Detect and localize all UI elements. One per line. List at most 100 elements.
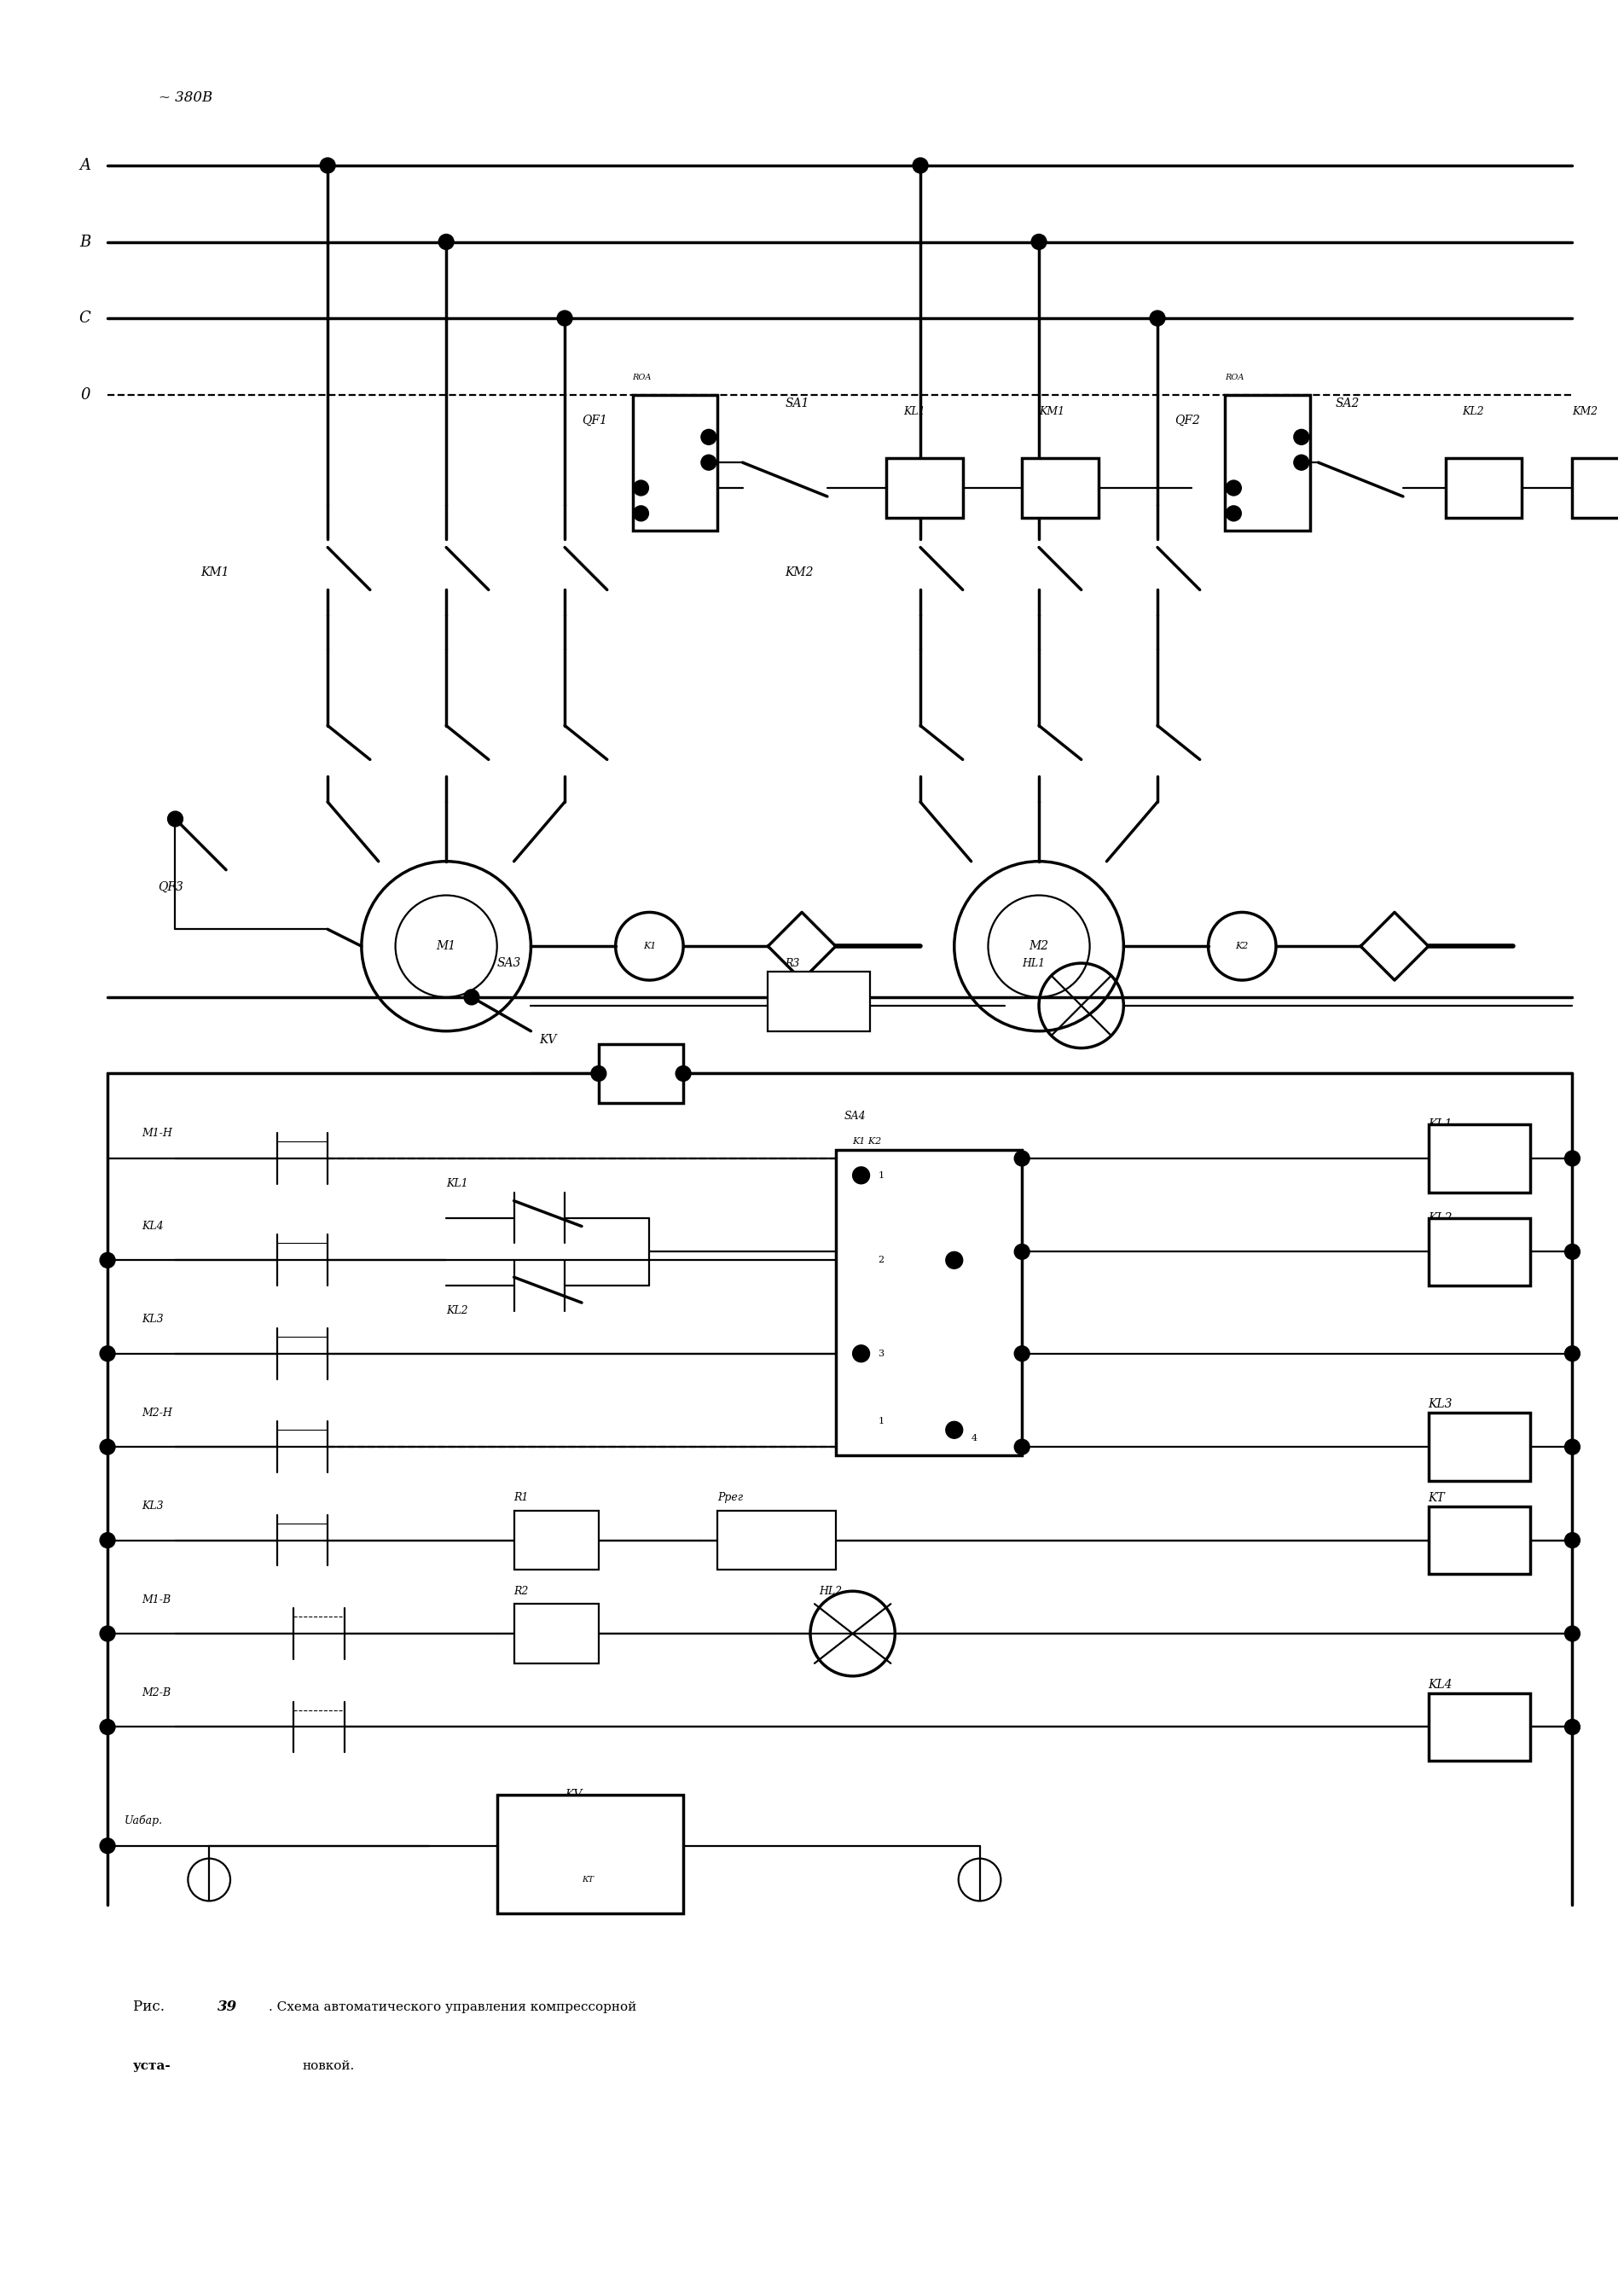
Bar: [1021, 459, 1098, 518]
Circle shape: [101, 1839, 115, 1853]
Bar: [497, 1795, 684, 1915]
Bar: [513, 1603, 599, 1662]
Text: 0: 0: [81, 388, 91, 401]
Circle shape: [101, 1626, 115, 1642]
Text: новкой.: новкой.: [302, 2061, 354, 2073]
Text: KL4: KL4: [141, 1220, 164, 1231]
Text: KL2: KL2: [1429, 1211, 1453, 1224]
Bar: [599, 1043, 684, 1103]
Circle shape: [1294, 429, 1309, 445]
Bar: [768, 972, 869, 1032]
Circle shape: [1031, 234, 1046, 250]
Text: KM1: KM1: [1039, 406, 1065, 417]
Text: Ррег: Ррег: [718, 1493, 742, 1504]
Text: KL1: KL1: [447, 1179, 468, 1190]
Circle shape: [1294, 454, 1309, 470]
Bar: [836, 1149, 1021, 1456]
Text: KL2: KL2: [447, 1305, 468, 1316]
Circle shape: [1226, 507, 1241, 521]
Text: КТ: КТ: [581, 1876, 594, 1883]
Text: SA3: SA3: [497, 956, 521, 970]
Text: B: B: [80, 234, 91, 250]
Circle shape: [101, 1532, 115, 1548]
Circle shape: [1226, 479, 1241, 495]
Circle shape: [1566, 1245, 1580, 1259]
Circle shape: [853, 1167, 869, 1183]
Circle shape: [438, 234, 453, 250]
Text: KL3: KL3: [141, 1502, 164, 1511]
Text: KM2: KM2: [1572, 406, 1598, 417]
Text: HL1: HL1: [1021, 958, 1046, 968]
Text: Рис.: Рис.: [133, 1999, 169, 2013]
Text: ~ 380В: ~ 380В: [158, 89, 213, 105]
Text: SA1: SA1: [784, 397, 809, 408]
Text: 1: 1: [879, 1172, 883, 1179]
Circle shape: [702, 429, 716, 445]
Circle shape: [1015, 1245, 1030, 1259]
Text: KL2: KL2: [1462, 406, 1484, 417]
Text: M1-В: M1-В: [141, 1594, 171, 1605]
Text: R2: R2: [513, 1587, 529, 1596]
Bar: [718, 1511, 836, 1571]
Circle shape: [945, 1422, 963, 1438]
Circle shape: [702, 454, 716, 470]
Text: KL3: KL3: [1429, 1399, 1453, 1410]
Circle shape: [633, 479, 648, 495]
Bar: [1429, 1692, 1530, 1761]
Text: M1: M1: [437, 940, 456, 952]
Circle shape: [1015, 1151, 1030, 1167]
Text: M2-В: M2-В: [141, 1688, 171, 1699]
Text: R3: R3: [784, 958, 799, 968]
Text: K2: K2: [1236, 942, 1249, 952]
Text: KL1: KL1: [903, 406, 926, 417]
Text: M2: M2: [1030, 940, 1049, 952]
Text: 2: 2: [879, 1257, 883, 1263]
Bar: [1429, 1124, 1530, 1192]
Bar: [632, 394, 718, 530]
Circle shape: [101, 1720, 115, 1734]
Circle shape: [1566, 1151, 1580, 1167]
Text: 39: 39: [218, 1999, 237, 2013]
Circle shape: [1150, 310, 1164, 326]
Text: ROA: ROA: [1224, 374, 1244, 381]
Text: QF1: QF1: [581, 415, 607, 426]
Text: KL3: KL3: [141, 1314, 164, 1325]
Circle shape: [676, 1066, 690, 1082]
Text: 4: 4: [971, 1433, 978, 1442]
Text: HL2: HL2: [818, 1587, 841, 1596]
Circle shape: [1015, 1346, 1030, 1362]
Circle shape: [1566, 1626, 1580, 1642]
Text: Uабар.: Uабар.: [125, 1814, 162, 1825]
Text: KL4: KL4: [1429, 1678, 1453, 1690]
Text: C: C: [80, 310, 91, 326]
Bar: [1429, 1218, 1530, 1286]
Circle shape: [464, 991, 479, 1004]
Text: KV: KV: [539, 1034, 557, 1046]
Bar: [1224, 394, 1311, 530]
Circle shape: [633, 507, 648, 521]
Text: 1: 1: [879, 1417, 883, 1426]
Bar: [887, 459, 963, 518]
Bar: [1572, 459, 1624, 518]
Text: KM2: KM2: [784, 566, 814, 578]
Text: K1 K2: K1 K2: [853, 1137, 882, 1146]
Circle shape: [945, 1252, 963, 1268]
Circle shape: [1566, 1440, 1580, 1454]
Circle shape: [1566, 1346, 1580, 1362]
Bar: [1445, 459, 1522, 518]
Text: QF2: QF2: [1174, 415, 1200, 426]
Circle shape: [913, 158, 927, 172]
Circle shape: [1015, 1440, 1030, 1454]
Text: SA2: SA2: [1335, 397, 1359, 408]
Text: KV: KV: [565, 1789, 581, 1800]
Text: 3: 3: [879, 1348, 883, 1357]
Bar: [513, 1511, 599, 1571]
Text: KT: KT: [1429, 1493, 1445, 1504]
Circle shape: [101, 1252, 115, 1268]
Circle shape: [557, 310, 572, 326]
Circle shape: [320, 158, 335, 172]
Circle shape: [591, 1066, 606, 1082]
Text: уста-: уста-: [133, 2061, 171, 2073]
Circle shape: [167, 812, 184, 825]
Text: M1-Н: M1-Н: [141, 1128, 172, 1137]
